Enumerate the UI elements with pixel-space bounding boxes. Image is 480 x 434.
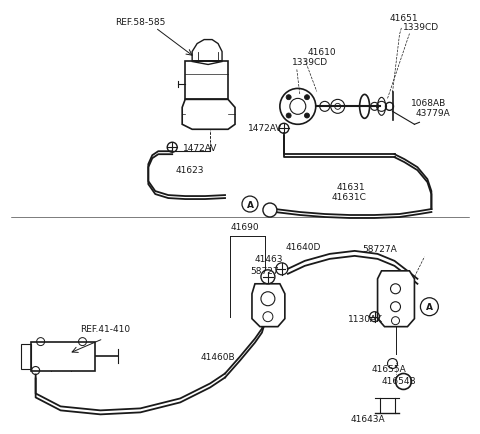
Text: 41631: 41631	[336, 182, 365, 191]
Text: REF.58-585: REF.58-585	[115, 18, 166, 27]
Text: 41610: 41610	[308, 48, 336, 57]
Text: 41690: 41690	[231, 223, 259, 232]
Text: 1068AB: 1068AB	[411, 99, 447, 108]
Text: 41651: 41651	[390, 14, 418, 23]
Text: 1339CD: 1339CD	[292, 58, 328, 67]
Text: 1130AK: 1130AK	[348, 315, 383, 323]
Text: 41643A: 41643A	[350, 414, 385, 423]
Text: 43779A: 43779A	[415, 108, 450, 118]
Text: A: A	[426, 302, 433, 312]
Circle shape	[304, 114, 310, 119]
Circle shape	[286, 114, 291, 119]
Text: 1339CD: 1339CD	[402, 23, 439, 32]
Circle shape	[263, 204, 277, 217]
Text: 1472AV: 1472AV	[248, 124, 282, 132]
Text: 41654B: 41654B	[382, 376, 416, 385]
Polygon shape	[252, 284, 285, 327]
Text: 41640D: 41640D	[286, 243, 321, 252]
Text: 41623: 41623	[176, 165, 204, 174]
Circle shape	[242, 197, 258, 213]
Text: 41655A: 41655A	[372, 364, 407, 373]
Text: 41631C: 41631C	[332, 192, 367, 201]
Text: 1472AV: 1472AV	[183, 143, 217, 152]
Circle shape	[286, 95, 291, 100]
Circle shape	[420, 298, 438, 316]
Text: 58727A: 58727A	[362, 245, 397, 254]
Polygon shape	[378, 271, 414, 327]
Polygon shape	[31, 342, 96, 371]
Text: A: A	[246, 200, 253, 209]
Circle shape	[304, 95, 310, 100]
Text: 41463: 41463	[255, 255, 284, 264]
Text: REF.41-410: REF.41-410	[81, 324, 131, 333]
Text: 58727: 58727	[250, 267, 278, 276]
Text: 41460B: 41460B	[200, 352, 235, 361]
